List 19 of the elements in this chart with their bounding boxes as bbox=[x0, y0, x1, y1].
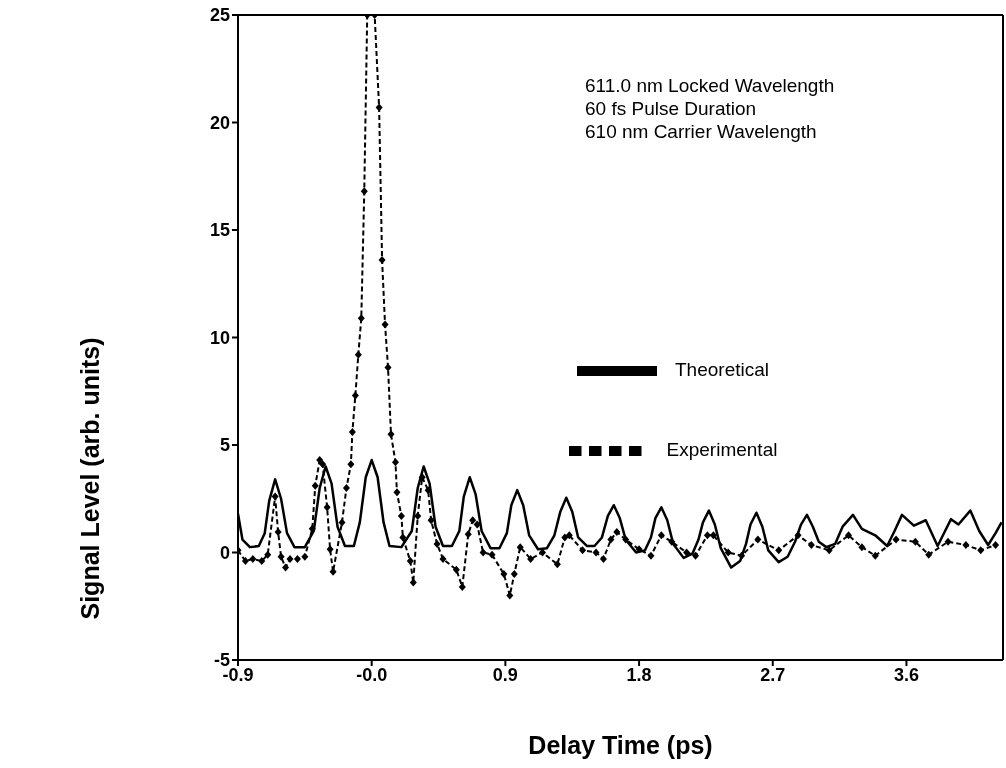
x-tick-label: 3.6 bbox=[893, 664, 919, 685]
y-tick-label: 5 bbox=[219, 435, 230, 456]
legend-label: Experimental bbox=[666, 439, 778, 461]
y-tick-label: 0 bbox=[219, 542, 230, 563]
y-tick-label: 15 bbox=[209, 220, 230, 241]
annotation: 60 fs Pulse Duration bbox=[585, 97, 758, 120]
y-tick-label: 10 bbox=[209, 327, 230, 348]
x-tick-label: 2.7 bbox=[760, 664, 786, 685]
y-tick-label: -5 bbox=[213, 650, 230, 671]
y-tick-label: 25 bbox=[209, 5, 230, 26]
y-axis-title: Signal Level (arb. units) bbox=[75, 337, 104, 620]
x-axis-title: Delay Time (ps) bbox=[528, 731, 713, 759]
y-tick-label: 20 bbox=[209, 112, 230, 133]
annotation: 611.0 nm Locked Wavelength bbox=[585, 74, 835, 97]
annotation: 610 nm Carrier Wavelength bbox=[585, 120, 818, 143]
x-tick-label: -0.0 bbox=[356, 664, 388, 685]
x-tick-label: 1.8 bbox=[626, 664, 652, 685]
legend-label: Theoretical bbox=[675, 359, 769, 381]
x-tick-label: 0.9 bbox=[492, 664, 518, 685]
